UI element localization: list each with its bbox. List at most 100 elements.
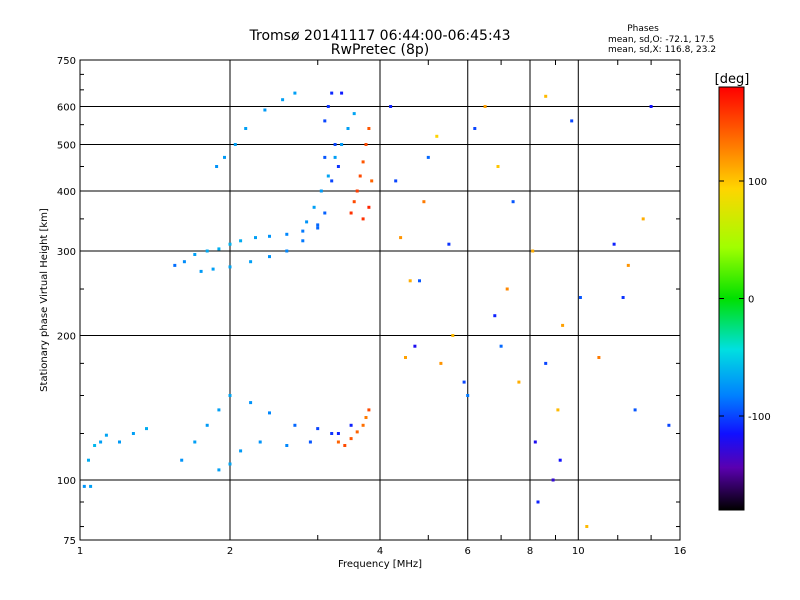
data-point: [394, 179, 398, 183]
data-point: [118, 440, 121, 444]
data-point: [439, 361, 443, 365]
data-point: [305, 220, 309, 224]
data-point: [517, 380, 521, 384]
data-point: [355, 430, 359, 434]
data-point: [233, 143, 237, 146]
data-point: [533, 440, 537, 444]
y-tick-label: 300: [57, 247, 76, 258]
data-point: [330, 91, 334, 95]
data-point: [626, 263, 630, 267]
data-point: [93, 444, 97, 447]
data-point: [285, 444, 289, 447]
data-point: [367, 408, 371, 412]
data-point: [99, 440, 103, 444]
data-point: [531, 249, 535, 253]
data-point: [281, 98, 285, 102]
x-tick-label: 10: [572, 546, 585, 557]
data-point: [228, 242, 232, 246]
data-point: [544, 94, 548, 98]
data-point: [340, 91, 344, 95]
data-point: [558, 458, 562, 462]
data-point: [223, 155, 226, 159]
data-point: [319, 189, 323, 193]
data-point: [404, 356, 407, 359]
data-point: [361, 423, 365, 427]
data-point: [361, 160, 365, 164]
data-point: [312, 205, 316, 209]
data-point: [193, 253, 197, 256]
phases-o-stats: mean, sd,O: -72.1, 17.5: [608, 35, 714, 45]
data-point: [316, 223, 320, 227]
data-point: [364, 143, 368, 146]
data-points: [82, 91, 671, 528]
data-point: [336, 440, 340, 444]
data-point: [435, 134, 439, 138]
data-point: [570, 119, 574, 123]
data-point: [389, 105, 393, 108]
data-point: [561, 323, 565, 327]
phases-title: Phases: [627, 24, 659, 34]
data-point: [352, 200, 356, 204]
data-point: [649, 105, 653, 108]
data-point: [193, 440, 197, 444]
data-point: [258, 440, 262, 444]
data-point: [346, 127, 350, 130]
data-point: [217, 408, 221, 412]
data-point: [182, 260, 186, 264]
data-point: [323, 155, 327, 159]
y-tick-label: 400: [57, 187, 76, 198]
data-point: [268, 255, 271, 259]
data-point: [228, 265, 232, 269]
data-point: [426, 155, 430, 159]
data-point: [285, 232, 289, 236]
data-point: [667, 423, 671, 427]
data-point: [536, 500, 540, 504]
y-tick-label: 75: [63, 536, 76, 547]
data-point: [496, 165, 500, 168]
chart-subtitle: RwPretec (8p): [331, 42, 429, 58]
data-point: [355, 189, 359, 193]
data-point: [483, 105, 487, 108]
data-point: [367, 205, 371, 209]
data-point: [263, 108, 267, 112]
grid-lines: [80, 60, 680, 540]
data-point: [239, 449, 243, 453]
data-point: [131, 432, 135, 435]
data-point: [349, 437, 353, 441]
data-point: [358, 174, 362, 178]
data-point: [89, 484, 93, 488]
data-point: [330, 179, 334, 183]
data-point: [499, 344, 503, 348]
y-tick-label: 750: [57, 56, 76, 67]
data-point: [333, 143, 337, 146]
y-tick-label: 100: [57, 476, 76, 487]
data-point: [323, 211, 327, 215]
data-point: [205, 249, 209, 253]
colorbar-tick-label: 0: [748, 295, 754, 306]
data-point: [340, 143, 344, 146]
data-point: [352, 112, 356, 116]
data-point: [301, 239, 305, 243]
data-point: [364, 416, 368, 419]
data-point: [544, 361, 548, 365]
data-point: [466, 394, 470, 397]
data-point: [308, 440, 312, 444]
colorbar-unit-label: [deg]: [715, 72, 750, 87]
data-point: [285, 249, 289, 253]
x-tick-label: 2: [227, 546, 233, 557]
data-point: [323, 119, 327, 123]
axis-ticks: 1 2 4 6 8 10 16 75 100 200 300 400 500 600 750: [57, 56, 686, 557]
data-point: [418, 279, 421, 283]
data-point: [249, 260, 253, 264]
y-tick-label: 600: [57, 103, 76, 114]
data-point: [505, 287, 509, 291]
data-point: [597, 356, 601, 359]
data-point: [330, 432, 334, 435]
data-point: [556, 408, 560, 412]
data-point: [336, 432, 340, 435]
data-point: [211, 267, 215, 271]
data-point: [633, 408, 637, 412]
data-point: [293, 423, 297, 427]
data-point: [585, 525, 589, 528]
data-point: [551, 478, 555, 482]
